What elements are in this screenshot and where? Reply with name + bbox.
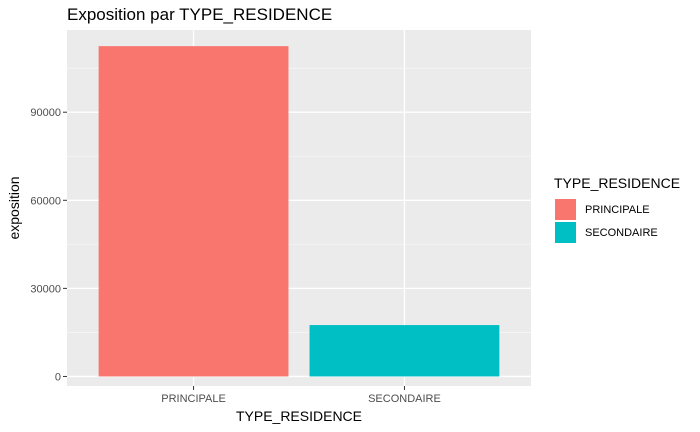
x-axis-title: TYPE_RESIDENCE <box>236 408 362 424</box>
y-tick-label: 30000 <box>30 283 61 295</box>
legend-key-secondaire <box>555 222 576 243</box>
legend-label-principale: PRINCIPALE <box>585 204 650 216</box>
y-axis: 0 30000 60000 90000 <box>30 107 67 383</box>
x-tick-label: SECONDAIRE <box>368 393 441 405</box>
y-axis-title: exposition <box>6 176 22 239</box>
bar-secondaire <box>309 325 500 377</box>
legend: TYPE_RESIDENCE PRINCIPALE SECONDAIRE <box>554 175 680 243</box>
x-tick-label: PRINCIPALE <box>161 393 226 405</box>
legend-title: TYPE_RESIDENCE <box>554 175 680 191</box>
chart-title: Exposition par TYPE_RESIDENCE <box>67 5 332 24</box>
x-axis: PRINCIPALE SECONDAIRE <box>161 386 441 405</box>
legend-label-secondaire: SECONDAIRE <box>585 227 658 239</box>
y-tick-label: 60000 <box>30 195 61 207</box>
y-tick-label: 0 <box>55 371 61 383</box>
y-tick-label: 90000 <box>30 107 61 119</box>
bar-principale <box>98 46 289 377</box>
legend-key-principale <box>555 199 576 220</box>
bars <box>98 46 500 377</box>
